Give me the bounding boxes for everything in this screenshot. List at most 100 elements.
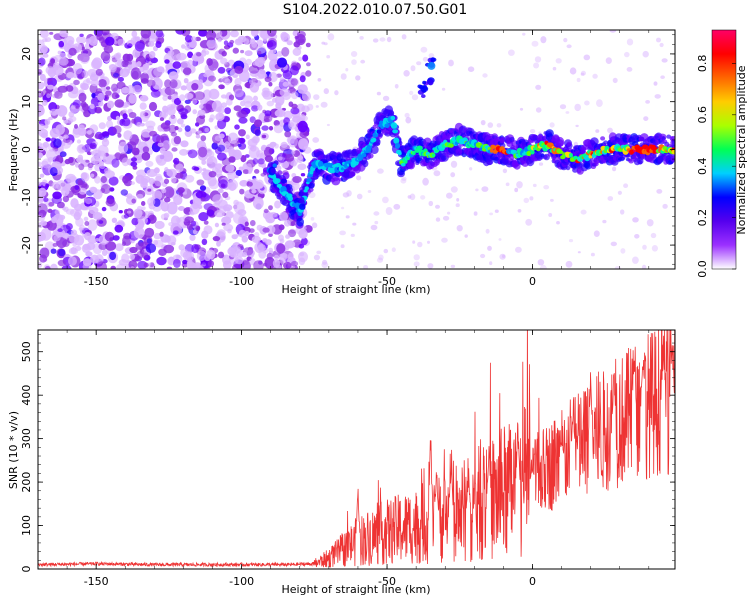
heatmap-cell: [139, 111, 146, 118]
heatmap-cell: [83, 216, 89, 222]
heatmap-cell: [529, 129, 536, 134]
heatmap-cell: [363, 265, 369, 269]
heatmap-cell: [233, 105, 242, 112]
heatmap-cell: [247, 169, 253, 175]
heatmap-cell: [605, 57, 612, 64]
heatmap-cell: [565, 165, 571, 171]
heatmap-cell: [282, 81, 289, 87]
heatmap-cell: [244, 221, 249, 227]
heatmap-cell: [111, 92, 119, 100]
heatmap-cell: [114, 224, 124, 233]
heatmap-cell: [223, 40, 229, 46]
heatmap-cell: [105, 90, 112, 96]
heatmap-cell: [112, 125, 122, 134]
heatmap-cell: [164, 235, 171, 243]
heatmap-cell: [191, 36, 197, 42]
heatmap-cell: [159, 117, 165, 121]
heatmap-cell: [552, 66, 557, 71]
heatmap-cell: [180, 114, 188, 120]
heatmap-cell: [186, 223, 193, 231]
heatmap-cell: [139, 102, 147, 110]
heatmap-cell: [256, 39, 264, 47]
snr-x-tick-label: -100: [229, 575, 254, 588]
heatmap-cell: [251, 105, 259, 112]
heatmap-cell: [662, 203, 668, 209]
heatmap-cell: [382, 196, 389, 204]
heatmap-cell: [228, 156, 236, 163]
heatmap-cell: [234, 256, 244, 265]
heatmap-cell: [480, 253, 486, 259]
heatmap-cell: [98, 79, 107, 88]
heatmap-cell: [656, 37, 661, 43]
heatmap-cell: [232, 263, 242, 269]
heatmap-cell: [167, 106, 176, 116]
heatmap-cell: [565, 260, 573, 268]
heatmap-cell: [455, 203, 460, 208]
heatmap-cell: [134, 41, 145, 52]
heatmap-cell: [168, 115, 177, 125]
heatmap-cell: [54, 209, 60, 215]
heatmap-cell: [114, 99, 125, 108]
heatmap-cell: [174, 172, 184, 179]
heatmap-cell: [199, 104, 204, 109]
heatmap-cell: [168, 71, 179, 81]
heatmap-cell: [276, 165, 282, 171]
heatmap-cell: [95, 68, 103, 76]
heatmap-cell: [238, 166, 244, 171]
heatmap-cell: [90, 59, 101, 70]
heatmap-cell: [566, 141, 572, 147]
heatmap-cell: [239, 188, 245, 195]
heatmap-cell: [276, 57, 288, 68]
heatmap-cell: [49, 31, 54, 35]
heatmap-cell: [196, 250, 207, 262]
heatmap-cell: [320, 101, 328, 108]
heatmap-cell: [646, 219, 654, 227]
heatmap-cell: [656, 189, 663, 194]
heatmap-cell: [634, 234, 640, 239]
heatmap-cell: [171, 147, 178, 152]
heatmap-cell: [133, 226, 145, 239]
heatmap-cell: [208, 88, 220, 100]
heatmap-cell: [142, 252, 149, 259]
heatmap-cell: [189, 234, 196, 242]
heatmap-cell: [485, 228, 490, 234]
heatmap-cell: [376, 257, 384, 263]
heatmap-cell: [292, 47, 302, 57]
heatmap-cell: [100, 51, 111, 62]
heatmap-cell: [284, 154, 295, 162]
heatmap-cell: [136, 121, 142, 128]
heatmap-cell: [464, 234, 468, 238]
heatmap-cell: [40, 228, 52, 241]
heatmap-cell: [530, 149, 535, 155]
heatmap-cell: [298, 138, 309, 150]
heatmap-cell: [72, 73, 78, 79]
heatmap-cell: [482, 73, 488, 78]
heatmap-cell: [196, 179, 205, 186]
heatmap-cell: [105, 120, 114, 129]
heatmap-cell: [218, 179, 229, 189]
heatmap-cell: [603, 140, 608, 145]
heatmap-cell: [574, 103, 581, 112]
heatmap-cell: [612, 166, 617, 172]
heatmap-cell: [545, 129, 554, 138]
heatmap-cell: [422, 80, 427, 85]
heatmap-cell: [274, 200, 281, 209]
heatmap-cell: [610, 241, 617, 247]
heatmap-cell: [170, 176, 177, 184]
heatmap-cell: [50, 263, 58, 269]
heatmap-cell: [197, 109, 206, 116]
heatmap-cell: [62, 195, 70, 203]
heatmap-cell: [148, 101, 158, 112]
heatmap-cell: [280, 31, 289, 41]
heatmap-cell: [98, 220, 104, 224]
heatmap-cell: [266, 252, 273, 260]
heatmap-cell: [304, 186, 309, 191]
heatmap-cell: [628, 158, 634, 164]
heatmap-cell: [128, 260, 138, 269]
heatmap-cell: [200, 50, 207, 57]
heatmap-cell: [79, 224, 85, 231]
heatmap-cell: [394, 142, 401, 149]
heatmap-cell: [153, 232, 162, 240]
heatmap-cell: [296, 217, 305, 227]
heatmap-cell: [428, 200, 434, 207]
